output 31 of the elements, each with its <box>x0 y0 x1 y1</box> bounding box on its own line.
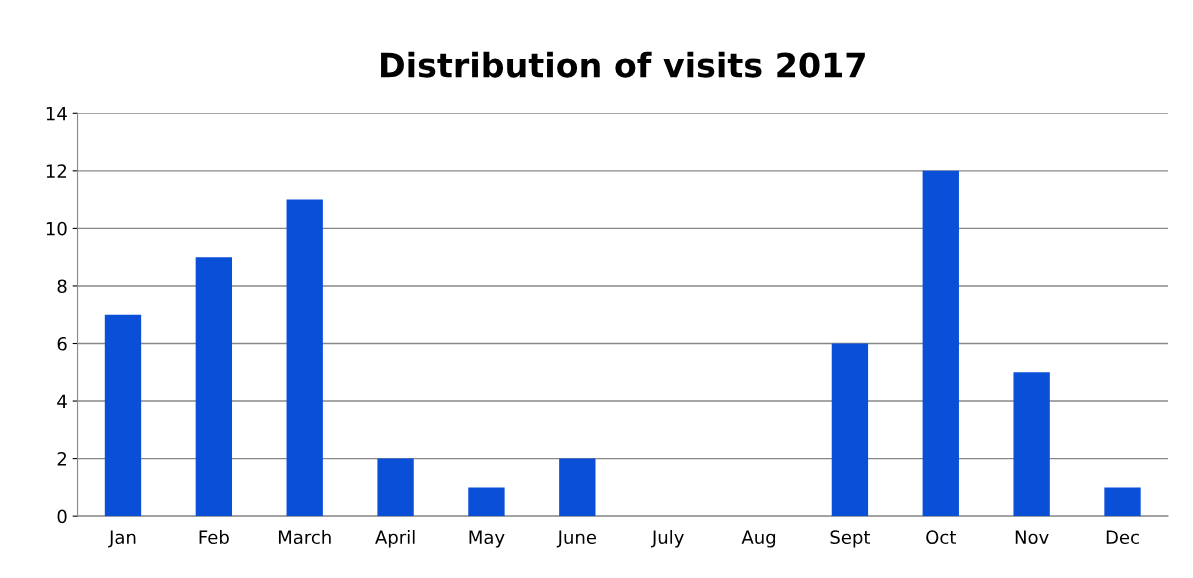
y-tick-label: 8 <box>57 279 67 294</box>
x-tick-label: Aug <box>741 530 776 548</box>
x-tick-label: Dec <box>1106 530 1139 545</box>
y-tick-label: 12 <box>46 164 67 178</box>
bar <box>559 458 596 517</box>
bar <box>377 458 414 517</box>
y-tick-label: 0 <box>57 509 67 524</box>
y-tick-label: 10 <box>46 221 67 236</box>
x-tick-label: March <box>278 530 331 545</box>
bar <box>1013 372 1050 517</box>
bar <box>195 257 233 517</box>
bar <box>922 170 959 517</box>
bar <box>468 487 505 517</box>
bar <box>831 343 869 517</box>
x-tick-label: May <box>469 530 505 548</box>
y-tick-label: 6 <box>57 336 67 351</box>
x-tick-label: July <box>651 530 684 548</box>
y-tick-label: 4 <box>57 394 67 408</box>
bar <box>104 314 142 517</box>
bar <box>286 199 323 517</box>
x-tick-label: Sept <box>830 530 871 548</box>
x-tick-label: Oct <box>926 530 956 545</box>
x-tick-label: Feb <box>199 530 229 545</box>
y-tick-label: 2 <box>57 452 67 466</box>
chart-title: Distribution of visits 2017 <box>381 51 865 78</box>
x-tick-label: June <box>556 530 597 548</box>
x-tick-label: Nov <box>1015 530 1049 545</box>
y-tick-label: 14 <box>46 106 67 121</box>
x-tick-label: Jan <box>108 530 136 548</box>
x-tick-label: April <box>375 530 415 548</box>
bar <box>1104 487 1141 517</box>
